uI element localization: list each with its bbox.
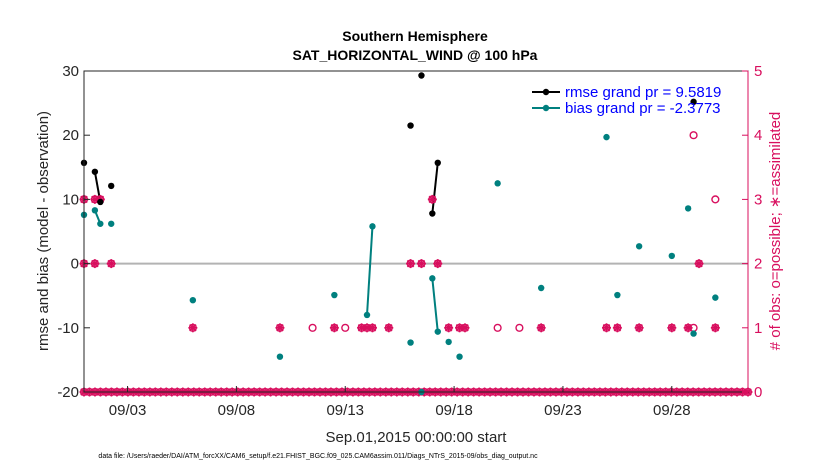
y-tick-label: -10 <box>57 320 79 337</box>
rmse-point <box>108 182 115 190</box>
bias-point <box>712 294 719 301</box>
x-tick-label: 09/28 <box>653 402 691 419</box>
rmse-point <box>91 168 99 175</box>
bias-point <box>189 296 197 304</box>
rmse-point <box>418 72 425 79</box>
legend-bias-swatch-marker <box>542 104 550 112</box>
obs-assimilated-marker <box>416 259 426 269</box>
bias-point <box>363 311 371 319</box>
obs-assimilated-marker <box>427 194 437 204</box>
bias-segment <box>366 226 374 316</box>
obs-assimilated-marker <box>329 323 339 333</box>
obs-count-layer <box>79 131 720 333</box>
bias-point <box>456 353 463 360</box>
legend-rmse-label: rmse grand pr = 9.5819 <box>565 84 721 101</box>
bias-point <box>537 284 545 292</box>
y2-tick-label: 5 <box>754 63 762 80</box>
obs-assimilated-marker <box>634 323 644 333</box>
obs-assimilated-marker <box>106 259 116 269</box>
x-tick-label: 09/03 <box>109 402 147 419</box>
y-tick-label: 20 <box>62 127 79 144</box>
bias-point <box>603 133 610 141</box>
y2-axis-label: # of obs: o=possible; ∗=assimilated <box>767 112 784 351</box>
y-tick-label: 10 <box>62 191 79 208</box>
bias-point <box>276 353 284 360</box>
obs-assimilated-marker <box>460 323 470 333</box>
bias-point <box>91 207 99 214</box>
bias-point <box>369 223 376 230</box>
bias-point <box>445 338 452 346</box>
rmse-point <box>429 210 436 217</box>
bias-point <box>684 205 692 212</box>
bias-point <box>668 252 676 260</box>
obs-possible-marker <box>689 131 698 140</box>
x-tick-label: 09/23 <box>544 402 582 419</box>
rmse-segment <box>93 171 102 203</box>
obs-assimilated-marker <box>188 323 198 333</box>
rmse-point <box>407 122 414 129</box>
legend-bias-label: bias grand pr = -2.3773 <box>565 100 721 117</box>
obs-assimilated-marker <box>694 259 704 269</box>
bias-point <box>635 243 643 250</box>
bias-segment <box>431 278 439 332</box>
obs-assimilated-marker <box>601 323 611 333</box>
obs-assimilated-marker <box>384 323 394 333</box>
legend-rmse-swatch-marker <box>542 88 550 96</box>
x-axis-label: Sep.01,2015 00:00:00 start <box>326 429 508 446</box>
obs-possible-marker <box>493 323 502 332</box>
obs-assimilated-marker <box>406 259 416 269</box>
bias-point <box>494 180 501 187</box>
y2-tick-label: 2 <box>754 256 762 273</box>
y-tick-label: -20 <box>57 384 79 401</box>
rmse-point <box>690 98 697 106</box>
obs-possible-marker <box>341 323 350 332</box>
bias-point <box>108 220 115 227</box>
obs-assimilated-marker <box>612 323 622 333</box>
bias-point <box>407 339 414 346</box>
x-tick-label: 09/08 <box>218 402 256 419</box>
obs-assimilated-marker <box>455 323 465 333</box>
rmse-segment <box>431 162 439 214</box>
y2-tick-label: 4 <box>754 127 762 144</box>
obs-assimilated-marker <box>444 323 454 333</box>
obs-assimilated-marker <box>683 323 693 333</box>
rmse-point <box>97 198 104 206</box>
chart-subtitle: SAT_HORIZONTAL_WIND @ 100 hPa <box>293 47 538 63</box>
y2-tick-label: 3 <box>754 191 762 208</box>
data-file-note: data file: /Users/raeder/DAI/ATM_forcXX/… <box>98 453 538 460</box>
chart-title: Southern Hemisphere <box>342 28 488 44</box>
y-tick-label: 0 <box>71 256 79 273</box>
series-points-layer <box>80 72 719 396</box>
series-lines-layer <box>93 162 439 332</box>
bias-point <box>331 291 338 299</box>
bias-point <box>690 330 697 337</box>
obs-assimilated-marker <box>90 259 100 269</box>
obs-assimilated-marker <box>433 259 443 269</box>
y-axis-label: rmse and bias (model - observation) <box>35 111 52 351</box>
obs-assimilated-marker <box>667 323 677 333</box>
x-tick-label: 09/13 <box>326 402 364 419</box>
obs-assimilated-marker <box>367 323 377 333</box>
obs-possible-marker <box>711 195 720 204</box>
bias-point <box>97 220 104 227</box>
y2-tick-label: 0 <box>754 384 762 401</box>
obs-assimilated-marker <box>710 323 720 333</box>
y-tick-label: 30 <box>62 63 79 80</box>
bias-point <box>614 291 621 299</box>
obs-assimilated-marker <box>536 323 546 333</box>
obs-assimilated-marker <box>275 323 285 333</box>
obs-assimilated-marker <box>362 323 372 333</box>
plot-frame <box>83 70 749 393</box>
y2-tick-label: 1 <box>754 320 762 337</box>
obs-possible-marker <box>308 323 317 332</box>
rmse-point <box>434 159 441 167</box>
bias-point <box>429 275 436 282</box>
bias-point <box>434 328 441 335</box>
obs-possible-marker <box>515 323 524 332</box>
x-tick-label: 09/18 <box>435 402 473 419</box>
